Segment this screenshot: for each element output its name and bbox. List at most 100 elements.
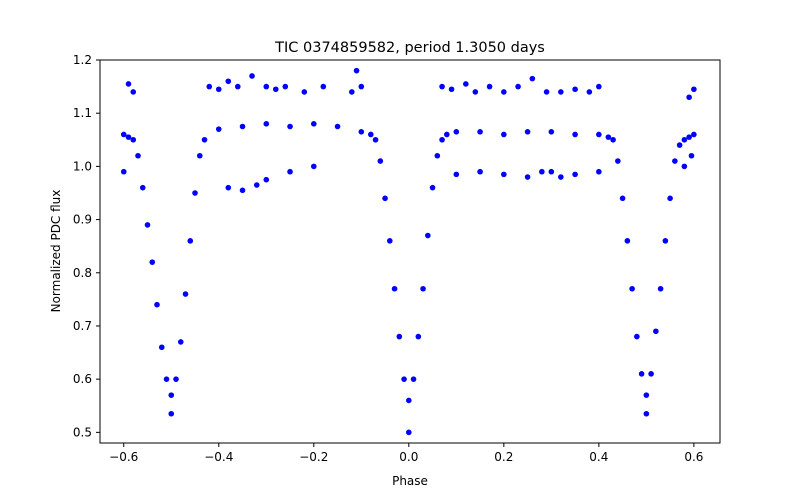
data-point: [168, 410, 175, 417]
data-point: [501, 171, 507, 178]
data-point: [657, 285, 664, 292]
data-point: [353, 67, 360, 74]
data-point: [120, 168, 127, 175]
data-point: [434, 152, 441, 159]
data-point: [263, 83, 270, 90]
data-point: [444, 131, 450, 138]
y-tick-label: 0.6: [73, 372, 92, 386]
data-point: [610, 136, 616, 143]
data-point: [543, 89, 550, 95]
data-point: [524, 174, 531, 180]
data-point: [334, 123, 341, 130]
data-point: [539, 168, 545, 175]
data-point: [439, 83, 445, 90]
x-tick-label: 0.2: [494, 450, 513, 464]
data-point: [453, 129, 460, 135]
x-axis-label: Phase: [392, 474, 428, 488]
data-point: [686, 134, 692, 140]
data-point: [596, 131, 602, 138]
data-point: [182, 291, 189, 297]
data-point: [688, 152, 695, 159]
x-tick-label: −0.2: [299, 450, 328, 464]
data-point: [349, 89, 355, 95]
data-point: [486, 83, 493, 90]
data-point: [686, 94, 692, 101]
y-axis-label: Normalized PDC flux: [49, 190, 63, 313]
y-tick-label: 0.8: [73, 266, 92, 280]
data-point: [149, 259, 156, 265]
data-point: [125, 81, 132, 87]
y-tick-label: 0.9: [73, 213, 92, 227]
data-point: [144, 222, 151, 228]
x-tick-label: 0.4: [589, 450, 608, 464]
data-point: [653, 328, 659, 335]
y-tick-label: 0.5: [73, 425, 92, 439]
data-point: [415, 333, 422, 340]
data-point: [320, 83, 327, 90]
data-point: [605, 134, 612, 140]
data-point: [154, 301, 160, 308]
data-point: [615, 158, 621, 164]
data-point: [448, 86, 455, 93]
data-point: [425, 232, 431, 239]
y-tick-label: 1.2: [73, 53, 92, 67]
chart-title: TIC 0374859582, period 1.3050 days: [274, 40, 545, 56]
data-point: [358, 83, 365, 90]
data-point: [681, 163, 688, 170]
data-point: [624, 238, 631, 244]
data-point: [120, 131, 127, 138]
data-point: [368, 131, 374, 138]
data-point: [629, 285, 635, 292]
data-point: [406, 397, 412, 404]
data-point: [401, 376, 407, 382]
data-point: [215, 126, 222, 132]
data-point: [187, 238, 194, 244]
data-point: [515, 83, 521, 90]
data-point: [420, 285, 426, 292]
data-point: [681, 136, 688, 143]
data-point: [558, 174, 564, 180]
data-point: [667, 195, 673, 202]
data-point: [439, 136, 445, 143]
data-point: [529, 75, 536, 82]
data-point: [135, 152, 141, 159]
data-point: [453, 171, 460, 178]
data-point: [572, 131, 578, 138]
data-point: [643, 410, 650, 417]
data-point: [477, 129, 483, 135]
data-point: [676, 142, 683, 148]
plot-frame: [99, 59, 721, 444]
data-point: [249, 73, 255, 79]
data-point: [463, 81, 469, 87]
data-point: [377, 158, 384, 164]
data-point: [638, 371, 645, 377]
data-point: [643, 392, 650, 398]
data-point: [168, 392, 175, 398]
data-point: [239, 123, 246, 130]
data-point: [477, 168, 483, 175]
x-tick-label: 0.0: [399, 450, 418, 464]
data-point: [501, 89, 507, 95]
data-point: [548, 168, 555, 175]
data-point: [310, 163, 317, 170]
data-point: [572, 171, 578, 178]
data-point: [225, 78, 232, 85]
data-point: [225, 184, 232, 191]
data-point: [163, 376, 170, 382]
data-point: [201, 136, 208, 143]
data-point: [301, 89, 308, 95]
data-point: [662, 238, 669, 244]
data-point: [287, 123, 293, 130]
x-tick-label: 0.6: [684, 450, 703, 464]
x-tick-label: −0.6: [109, 450, 138, 464]
data-point: [619, 195, 626, 202]
data-point: [586, 89, 593, 95]
data-point: [234, 83, 241, 90]
data-point: [410, 376, 417, 382]
data-point: [263, 176, 270, 183]
data-point: [524, 129, 531, 135]
data-point: [691, 131, 697, 138]
data-point: [173, 376, 179, 382]
